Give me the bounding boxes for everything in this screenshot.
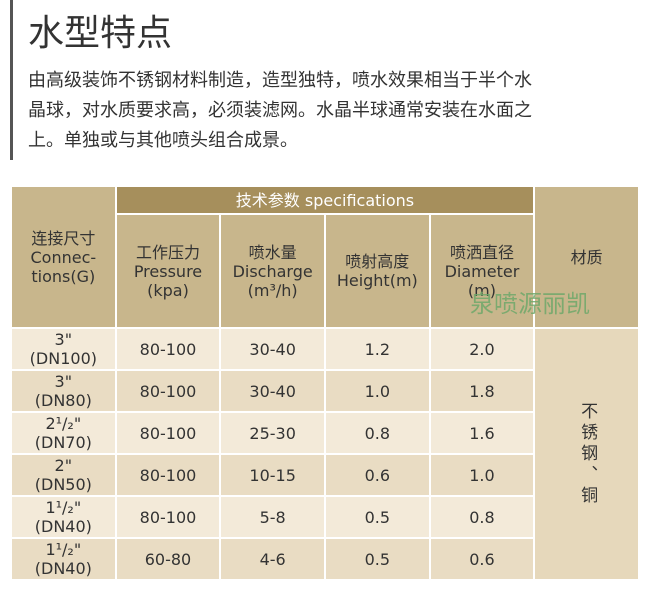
header-line: Height(m) bbox=[336, 271, 418, 290]
watermark: 泉喷源丽凯 bbox=[470, 290, 590, 318]
header-line: (kpa) bbox=[147, 280, 189, 300]
data-cell: 80-100 bbox=[114, 411, 222, 455]
header-line: 工作压力 bbox=[135, 242, 200, 262]
size-cell: 1¹/₂" (DN40) bbox=[10, 495, 117, 539]
header-line: Connec- bbox=[30, 247, 97, 267]
data-row: 2" (DN50) 80-100 10-15 0.6 1.0 bbox=[10, 453, 639, 497]
data-cell: 4-6 bbox=[219, 537, 326, 581]
data-row: 1¹/₂" (DN40) 60-80 4-6 0.5 0.6 bbox=[10, 537, 639, 581]
size-cell: 3" (DN100) bbox=[10, 327, 117, 371]
size-cell: 3" (DN80) bbox=[10, 369, 117, 413]
description: 由高级装饰不锈钢材料制造，造型独特，喷水效果相当于半个水 晶球，对水质要求高，必须… bbox=[28, 66, 532, 156]
data-row: 2¹/₂" (DN70) 80-100 25-30 0.8 1.6 bbox=[10, 411, 639, 455]
data-cell: 0.6 bbox=[428, 537, 536, 581]
dn: (DN50) bbox=[34, 475, 92, 494]
data-row: 1¹/₂" (DN40) 80-100 5-8 0.5 0.8 bbox=[10, 495, 639, 539]
size-cell: 2¹/₂" (DN70) bbox=[10, 411, 117, 455]
data-row: 3" (DN100) 80-100 30-40 1.2 2.0 不锈钢、铜 bbox=[10, 327, 640, 581]
material: 不锈钢、铜 bbox=[533, 327, 640, 581]
data-cell: 60-80 bbox=[114, 537, 222, 581]
header-cell: 喷水量 Discharge (m³/h) bbox=[219, 213, 326, 329]
description-line: 晶球，对水质要求高，必须装滤网。水晶半球通常安装在水面之 bbox=[28, 100, 532, 121]
size: 2¹/₂" bbox=[45, 414, 82, 433]
data-cell: 1.0 bbox=[428, 453, 536, 497]
data-cell: 0.8 bbox=[323, 411, 431, 455]
size-cell: 1¹/₂" (DN40) bbox=[10, 537, 117, 581]
header-line: 材质 bbox=[570, 247, 603, 267]
title: 水型特点 bbox=[28, 13, 173, 54]
header-cell: 工作压力 Pressure (kpa) bbox=[114, 213, 222, 329]
data-cell: 80-100 bbox=[114, 453, 222, 497]
data-cell: 0.5 bbox=[323, 537, 431, 581]
data-cell: 5-8 bbox=[219, 495, 326, 539]
data-cell: 0.6 bbox=[323, 453, 431, 497]
data-cell: 1.0 bbox=[323, 369, 431, 413]
data-cell: 2.0 bbox=[428, 327, 536, 371]
data-cell: 80-100 bbox=[114, 327, 222, 371]
header-row: 连接尺寸 Connec-tions(G) 技术参数 specifications 材质 bbox=[10, 185, 640, 329]
header-line: 连接尺寸 bbox=[31, 228, 96, 248]
data-cell: 1.2 bbox=[323, 327, 431, 371]
header-row: 工作压力 Pressure (kpa) 喷水量 Discharge (m³/h) 喷射高度 H… bbox=[11, 213, 639, 329]
size: 1¹/₂" bbox=[45, 540, 82, 559]
description-line: 上。单独或与其他喷头组合成景。 bbox=[28, 130, 298, 151]
data-cell: 30-40 bbox=[219, 327, 326, 371]
header-cell: 喷射高度 Height(m) bbox=[323, 213, 431, 329]
accent-bar bbox=[10, 0, 13, 160]
data-cell: 1.8 bbox=[428, 369, 536, 413]
dn: (DN70) bbox=[34, 433, 92, 452]
data-cell: 25-30 bbox=[219, 411, 326, 455]
data-cell: 1.6 bbox=[428, 411, 536, 455]
size-cell: 2" (DN50) bbox=[10, 453, 117, 497]
header-line: Diameter bbox=[444, 261, 520, 281]
size: 1¹/₂" bbox=[45, 498, 82, 517]
header-cell: 材质 bbox=[533, 185, 640, 329]
data-cell: 80-100 bbox=[114, 495, 222, 539]
dn: (DN100) bbox=[29, 349, 97, 368]
header-line: tions(G) bbox=[31, 266, 96, 286]
header-cell: 连接尺寸 Connec-tions(G) bbox=[10, 185, 117, 329]
data-cell: 0.5 bbox=[323, 495, 431, 539]
header-line: Discharge bbox=[232, 261, 313, 281]
data-cell: 10-15 bbox=[219, 453, 326, 497]
size: 3" bbox=[54, 330, 73, 349]
data-cell: 30-40 bbox=[219, 369, 326, 413]
dn: (DN80) bbox=[34, 391, 92, 410]
data-row: 3" (DN80) 80-100 30-40 1.0 1.8 bbox=[10, 369, 639, 413]
data-cell: 80-100 bbox=[114, 369, 222, 413]
header-line: 喷射高度 bbox=[345, 252, 410, 271]
size: 3" bbox=[54, 372, 73, 391]
group-header: 技术参数 specifications bbox=[114, 185, 536, 215]
header-line: Pressure bbox=[133, 261, 203, 281]
dn: (DN40) bbox=[34, 559, 92, 578]
header-cell: 喷洒直径 Diameter (m) bbox=[428, 213, 536, 329]
description-line: 由高级装饰不锈钢材料制造，造型独特，喷水效果相当于半个水 bbox=[28, 70, 532, 91]
header-line: (m) bbox=[467, 280, 496, 300]
data-cell: 0.8 bbox=[428, 495, 536, 539]
size: 2" bbox=[54, 456, 73, 475]
header-line: (m³/h) bbox=[247, 280, 298, 300]
dn: (DN40) bbox=[34, 517, 92, 536]
spec-table: 连接尺寸 Connec-tions(G) 技术参数 specifications 材质… bbox=[10, 185, 640, 581]
header-line: 喷水量 bbox=[248, 242, 297, 262]
header-line: 喷洒直径 bbox=[449, 242, 514, 262]
